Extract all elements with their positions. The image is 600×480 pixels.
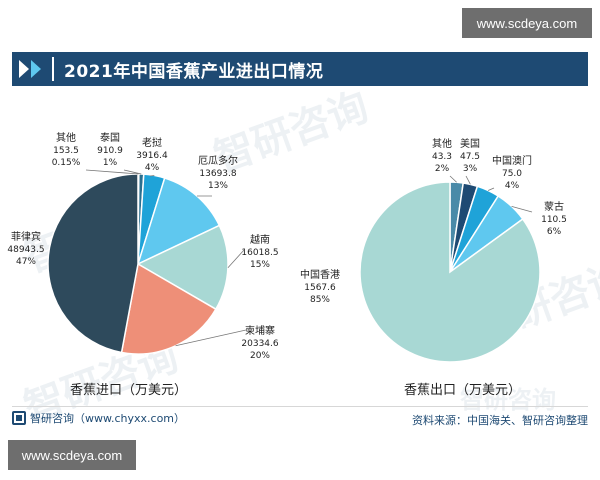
slice-name-label: 柬埔寨 xyxy=(245,324,275,337)
watermark-top: www.scdeya.com xyxy=(462,8,592,38)
export-caption: 香蕉出口（万美元） xyxy=(404,383,521,398)
slice-name-label: 老挝 xyxy=(142,136,162,149)
leader-line xyxy=(511,205,533,213)
slice-name-label: 美国 xyxy=(460,137,480,150)
pie-slice xyxy=(120,262,217,355)
slice-percent-label: 4% xyxy=(145,163,160,173)
slice-percent-label: 4% xyxy=(505,181,520,191)
slice-name-label: 其他 xyxy=(432,137,452,150)
export-pie xyxy=(359,181,541,363)
export-labels: 其他 43.3 2% 美国 47.5 3% 中国澳门 75.0 4% 蒙古 110.5 6% 中国香港 1… xyxy=(300,137,567,305)
slice-value-label: 20334.6 xyxy=(241,339,278,349)
leader-line xyxy=(449,175,457,183)
slice-name-label: 其他 xyxy=(56,131,76,144)
leader-line xyxy=(465,175,471,185)
pie-slice xyxy=(136,224,229,311)
leader-line xyxy=(175,329,247,347)
logo-icon xyxy=(12,52,52,86)
slice-name-label: 越南 xyxy=(250,233,270,246)
watermark-bottom: www.scdeya.com xyxy=(8,440,136,470)
slice-value-label: 1567.6 xyxy=(304,283,336,293)
slice-percent-label: 3% xyxy=(463,164,478,174)
footer-brand: 智研咨询（www.chyxx.com） xyxy=(12,410,185,426)
slice-value-label: 13693.8 xyxy=(199,169,236,179)
brand-logo-icon xyxy=(12,411,26,425)
import-pie xyxy=(47,173,229,355)
slice-value-label: 75.0 xyxy=(502,169,522,179)
slice-percent-label: 0.15% xyxy=(52,158,81,168)
slice-name-label: 蒙古 xyxy=(544,200,564,213)
slice-percent-label: 15% xyxy=(250,260,270,270)
slice-value-label: 16018.5 xyxy=(241,248,278,258)
footer-brand-text: 智研咨询（www.chyxx.com） xyxy=(30,412,186,425)
slice-name-label: 厄瓜多尔 xyxy=(198,154,238,167)
leader-line xyxy=(227,249,245,269)
slice-value-label: 47.5 xyxy=(460,152,480,162)
title-separator xyxy=(52,57,54,81)
leader-line xyxy=(487,187,495,191)
title-bar: 2021年中国香蕉产业进出口情况 xyxy=(12,52,588,86)
slice-value-label: 48943.5 xyxy=(7,245,44,255)
slice-name-label: 中国香港 xyxy=(300,268,340,281)
leader-line xyxy=(123,169,142,175)
import-caption: 香蕉进口（万美元） xyxy=(70,383,187,398)
page-title: 2021年中国香蕉产业进出口情况 xyxy=(64,61,324,82)
import-labels: 其他 153.5 0.15% 泰国 910.9 1% 老挝 3916.4 4% 厄瓜多尔 13693… xyxy=(7,131,278,361)
pie-slice xyxy=(359,181,541,363)
slice-value-label: 153.5 xyxy=(53,146,79,156)
slice-percent-label: 13% xyxy=(208,181,228,191)
slice-name-label: 菲律宾 xyxy=(11,230,41,243)
slice-percent-label: 6% xyxy=(547,227,562,237)
slice-percent-label: 47% xyxy=(16,257,36,267)
slice-percent-label: 20% xyxy=(250,351,270,361)
slice-percent-label: 1% xyxy=(103,158,118,168)
leader-line xyxy=(85,169,139,175)
slice-name-label: 泰国 xyxy=(100,131,120,144)
footer-source: 资料来源：中国海关、智研咨询整理 xyxy=(412,414,588,427)
slice-value-label: 910.9 xyxy=(97,146,123,156)
slice-percent-label: 2% xyxy=(435,164,450,174)
background-watermark: 智研咨询 xyxy=(460,386,556,414)
slice-value-label: 3916.4 xyxy=(136,151,168,161)
slice-value-label: 43.3 xyxy=(432,152,452,162)
pie-slice xyxy=(47,173,139,354)
slice-name-label: 中国澳门 xyxy=(492,154,532,167)
footer-divider xyxy=(12,406,588,407)
slice-value-label: 110.5 xyxy=(541,215,567,225)
leader-line xyxy=(149,175,155,177)
slice-percent-label: 85% xyxy=(310,295,330,305)
